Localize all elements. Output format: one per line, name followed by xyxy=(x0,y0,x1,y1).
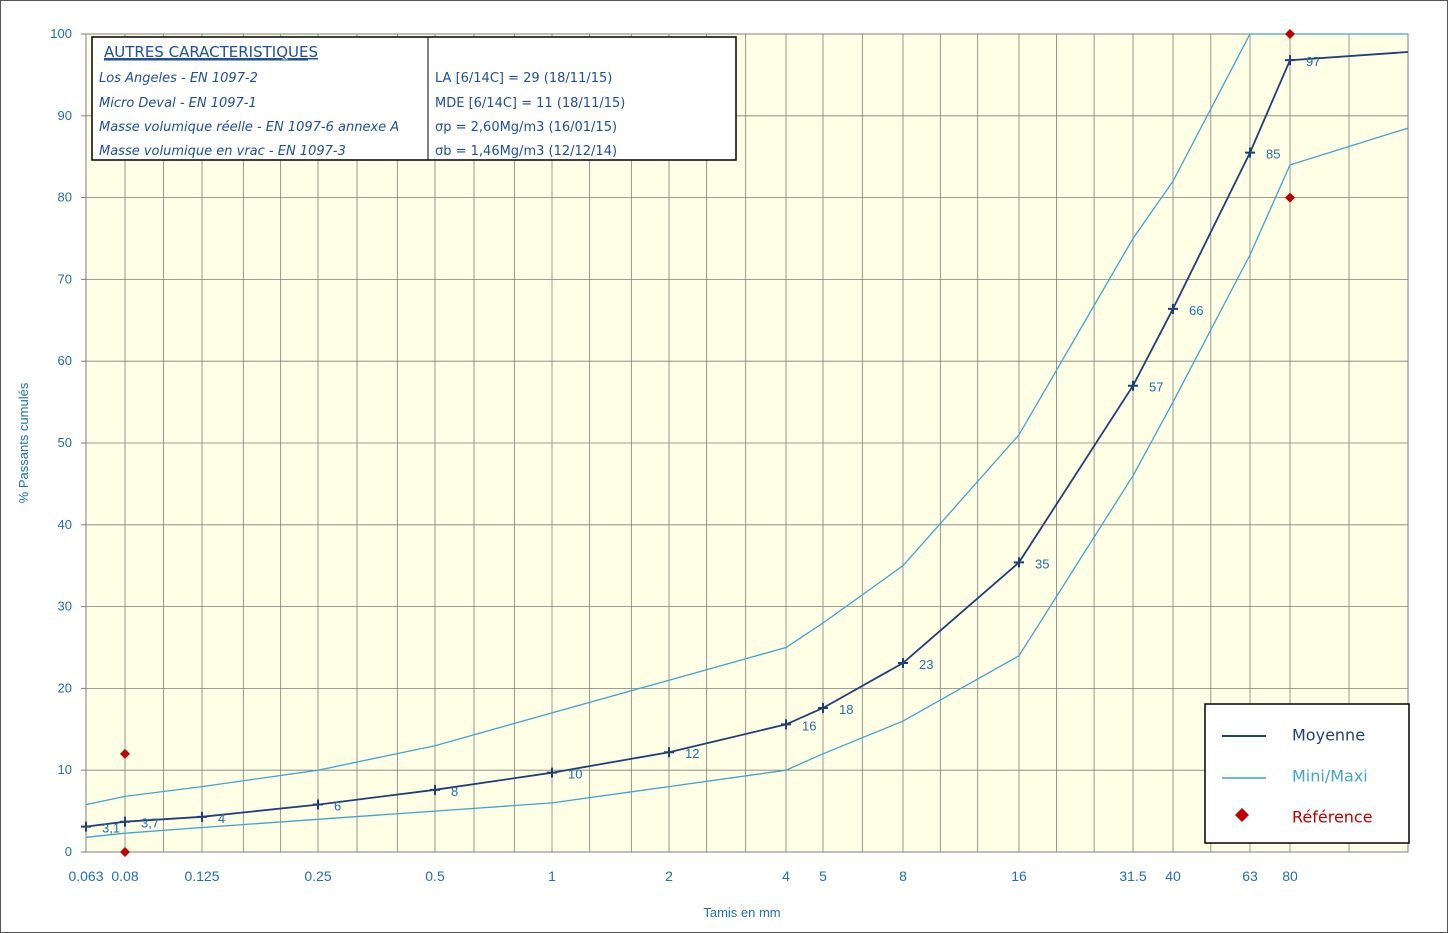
info-box-frame xyxy=(91,36,737,161)
data-label: 35 xyxy=(1035,556,1049,571)
y-tick-label: 90 xyxy=(58,108,72,123)
series-moyenne-point xyxy=(197,811,207,822)
y-tick-label: 70 xyxy=(58,271,72,286)
x-tick-label: 4 xyxy=(782,868,790,884)
series-minimaxi-line xyxy=(85,33,1408,806)
series-moyenne-point xyxy=(313,799,323,810)
x-tick-label: 5 xyxy=(819,868,827,884)
plot-area: 0 10 20 30 40 50 60 70 80 90 100 0.063 0.08 0.125 0.25… xyxy=(50,26,1409,884)
x-tick-label: 40 xyxy=(1165,868,1181,884)
data-label: 3,7 xyxy=(141,816,159,831)
x-tick-label: 0.125 xyxy=(184,868,219,884)
legend-minimaxi-label: Mini/Maxi xyxy=(1292,767,1368,786)
x-tick-label: 63 xyxy=(1242,868,1258,884)
reference-point xyxy=(1285,192,1295,203)
data-labels: 3,1 3,7 4 6 8 10 12 16 18 23 35 57 66 85 97 xyxy=(102,54,1320,835)
series-moyenne-point xyxy=(430,784,440,795)
series-moyenne-point xyxy=(1014,557,1024,568)
x-tick-label: 0.25 xyxy=(304,868,331,884)
x-tick-label: 2 xyxy=(665,868,673,884)
info-row-los-angeles-value: LA [6/14C] = 29 (18/11/15) xyxy=(435,71,612,86)
series-moyenne-point xyxy=(1168,303,1178,314)
info-box: AUTRES CARACTERISTIQUES Los Angeles - EN… xyxy=(91,36,737,161)
y-tick-label: 30 xyxy=(58,599,72,614)
data-label: 57 xyxy=(1149,380,1163,395)
data-label: 12 xyxy=(685,746,699,761)
y-tick-label: 40 xyxy=(58,517,72,532)
series-moyenne-point xyxy=(1245,147,1255,158)
series-moyenne-point xyxy=(1285,55,1295,66)
data-label: 23 xyxy=(919,657,933,672)
data-label: 18 xyxy=(839,702,853,717)
legend-reference-label: Référence xyxy=(1292,808,1373,827)
series-moyenne-point xyxy=(547,767,557,778)
legend-frame xyxy=(1204,703,1410,844)
series-moyenne-point xyxy=(898,658,908,669)
series-markers xyxy=(81,55,1295,832)
x-axis-title: Tamis en mm xyxy=(703,905,780,920)
info-row-micro-deval-name: Micro Deval - EN 1097-1 xyxy=(99,96,257,111)
x-tick-label: 1 xyxy=(548,868,556,884)
info-row-masse-vrac-name: Masse volumique en vrac - EN 1097-3 xyxy=(99,144,346,159)
legend-reference-swatch xyxy=(1235,808,1249,822)
series-moyenne-point xyxy=(781,719,791,730)
info-box-title: AUTRES CARACTERISTIQUES xyxy=(104,43,318,61)
data-label: 16 xyxy=(802,718,816,733)
series-moyenne-point xyxy=(818,703,828,714)
plot-border xyxy=(85,33,1409,853)
data-label: 4 xyxy=(218,811,225,826)
info-row-masse-vrac-value: σb = 1,46Mg/m3 (12/12/14) xyxy=(435,144,617,159)
reference-markers xyxy=(120,29,1295,857)
x-tick-label: 0.5 xyxy=(425,868,445,884)
x-tick-label: 8 xyxy=(899,868,907,884)
axes: 0 10 20 30 40 50 60 70 80 90 100 0.063 0.08 0.125 0.25… xyxy=(50,26,1409,884)
x-tick-label: 31.5 xyxy=(1119,868,1146,884)
y-tick-label: 10 xyxy=(58,762,72,777)
data-label: 8 xyxy=(451,784,458,799)
info-row-los-angeles-name: Los Angeles - EN 1097-2 xyxy=(99,71,258,86)
legend-moyenne-label: Moyenne xyxy=(1292,726,1365,745)
reference-point xyxy=(1285,29,1295,39)
y-tick-label: 0 xyxy=(65,844,72,859)
y-tick-label: 50 xyxy=(58,435,72,450)
series-moyenne-point xyxy=(120,816,130,827)
info-row-masse-reelle-name: Masse volumique réelle - EN 1097-6 annex… xyxy=(99,120,399,135)
x-tick-label: 80 xyxy=(1282,868,1298,884)
y-tick-label: 60 xyxy=(58,353,72,368)
info-row-masse-reelle-value: σp = 2,60Mg/m3 (16/01/15) xyxy=(435,120,617,135)
data-label: 97 xyxy=(1306,54,1320,69)
series-moyenne-line xyxy=(85,51,1409,828)
x-tick-label: 0.063 xyxy=(68,868,103,884)
reference-point xyxy=(120,847,130,857)
series-moyenne-point xyxy=(664,747,674,758)
y-tick-label: 80 xyxy=(58,190,72,205)
series-moyenne-point xyxy=(81,821,91,832)
x-tick-label: 16 xyxy=(1011,868,1027,884)
data-label: 3,1 xyxy=(102,821,120,836)
y-tick-label: 100 xyxy=(50,26,72,41)
y-axis-title: % Passants cumulés xyxy=(16,382,31,503)
reference-point xyxy=(120,748,130,759)
data-label: 6 xyxy=(334,799,341,814)
y-tick-label: 20 xyxy=(58,680,72,695)
info-row-micro-deval-value: MDE [6/14C] = 11 (18/11/15) xyxy=(435,96,625,111)
series-moyenne-point xyxy=(1128,380,1138,391)
data-label: 66 xyxy=(1189,303,1203,318)
data-label: 85 xyxy=(1266,147,1280,162)
x-tick-label: 0.08 xyxy=(111,868,138,884)
series-lines xyxy=(85,33,1409,838)
legend: Moyenne Mini/Maxi Référence xyxy=(1204,703,1410,844)
data-label: 10 xyxy=(568,767,582,782)
series-minimaxi-line xyxy=(85,127,1409,838)
